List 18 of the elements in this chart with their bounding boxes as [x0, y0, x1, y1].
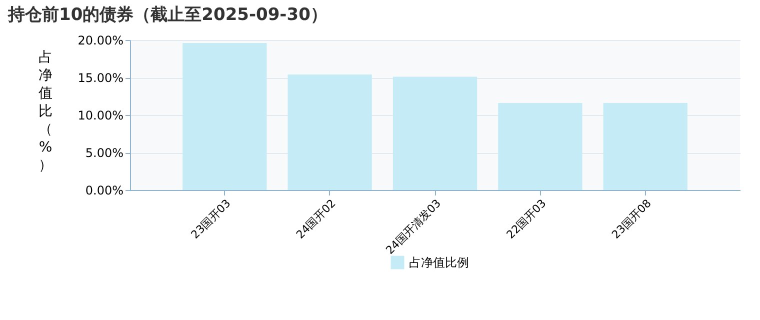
- x-tick-label: 24国开02: [294, 196, 338, 242]
- y-tick-label: 15.00%: [78, 71, 124, 85]
- x-tick-label: 23国开03: [188, 196, 234, 242]
- bar: [288, 74, 372, 190]
- x-tick-label: 22国开03: [504, 196, 549, 242]
- bar: [392, 76, 478, 190]
- x-tick-label: 23国开08: [609, 196, 654, 242]
- bar: [603, 103, 688, 190]
- legend-label: 占净值比例: [409, 256, 469, 270]
- y-tick-label: 10.00%: [78, 108, 124, 122]
- y-tick-label: 20.00%: [78, 34, 124, 48]
- chart-title: 持仓前10的债券（截止至2025-09-30）: [7, 5, 328, 25]
- y-tick-label: 5.00%: [85, 146, 124, 160]
- bar: [182, 43, 267, 190]
- bar: [498, 103, 582, 190]
- x-tick-label: 24国开清发03: [383, 196, 444, 257]
- y-axis-title: 占净值比（%）: [38, 50, 52, 174]
- y-tick-label: 0.00%: [85, 184, 124, 198]
